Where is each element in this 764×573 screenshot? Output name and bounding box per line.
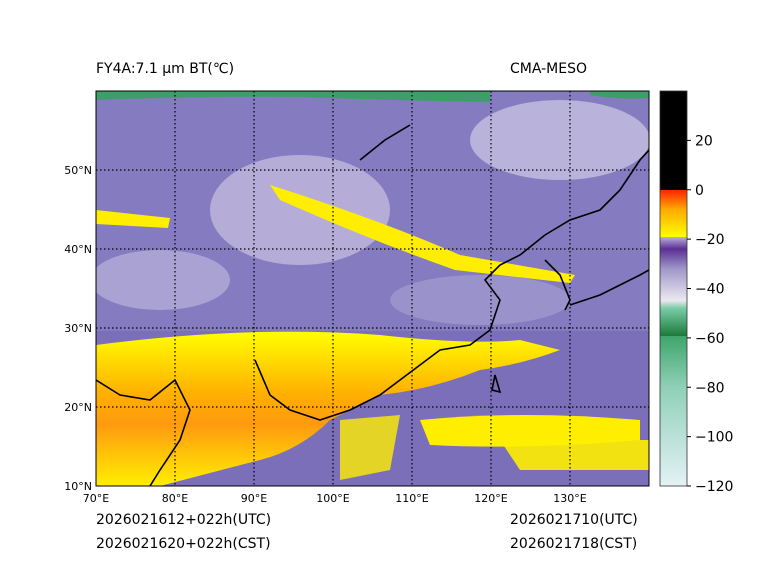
coastline-taiwan [491, 374, 502, 394]
map-frame [95, 90, 650, 487]
init-time-utc: 2026021612+022h(UTC) [96, 512, 272, 528]
lon-tick-label: 100°E [316, 492, 349, 505]
colorbar-tick-label: −120 [695, 479, 733, 495]
lon-tick-label: 80°E [162, 492, 188, 505]
init-time-cst: 2026021620+022h(CST) [96, 536, 271, 552]
brightness-temperature-field [96, 91, 649, 486]
coastline-lake-baikal [359, 124, 411, 161]
colorbar-tick-label: 20 [695, 133, 713, 149]
colorbar-tick-label: −60 [695, 331, 725, 347]
colorbar-tick-label: −100 [695, 430, 733, 446]
lon-tick-label: 120°E [474, 492, 507, 505]
lat-tick-label: 10°N [64, 480, 92, 493]
coastline [96, 149, 649, 486]
colorbar-ticks: 20 0 −20 −40 −60 −80 −100 −120 [687, 133, 733, 495]
valid-time-utc: 2026021710(UTC) [510, 512, 638, 528]
model-name: CMA-MESO [510, 61, 588, 77]
lat-tick-label: 20°N [64, 401, 92, 414]
lat-ticks: 10°N 20°N 30°N 40°N 50°N [64, 164, 92, 493]
colorbar-tick-label: −80 [695, 380, 725, 396]
lat-tick-label: 50°N [64, 164, 92, 177]
coastline-korea [544, 259, 571, 311]
lon-ticks: 70°E 80°E 90°E 100°E 110°E 120°E 130°E [83, 492, 587, 505]
lon-tick-label: 130°E [553, 492, 586, 505]
valid-time-cst: 2026021718(CST) [510, 536, 638, 552]
coastline-japan [569, 269, 649, 306]
lat-tick-label: 40°N [64, 243, 92, 256]
colorbar-tick-label: 0 [695, 183, 704, 199]
lon-tick-label: 110°E [395, 492, 428, 505]
colorbar [659, 90, 688, 487]
lat-tick-label: 30°N [64, 322, 92, 335]
colorbar-tick-label: −40 [695, 282, 725, 298]
graticule [96, 91, 649, 486]
map-title: FY4A:7.1 µm BT(℃) [96, 61, 235, 77]
lon-tick-label: 70°E [83, 492, 109, 505]
lon-tick-label: 90°E [241, 492, 267, 505]
colorbar-tick-label: −20 [695, 232, 725, 248]
